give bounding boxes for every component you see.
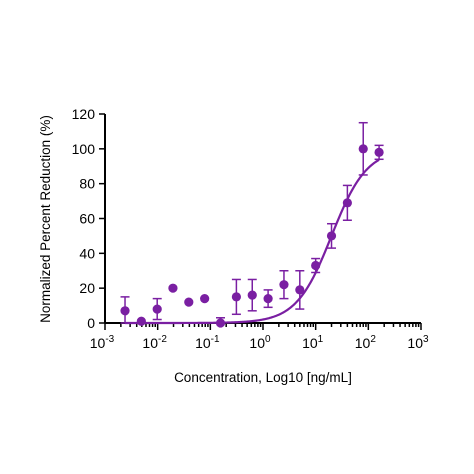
y-tick-label: 0 bbox=[87, 315, 95, 331]
x-axis: 10-3 10-2 10-1 100 101 102 103 bbox=[90, 322, 429, 351]
x-tick-label: 10-1 bbox=[195, 334, 220, 351]
data-point bbox=[215, 318, 226, 328]
x-tick-label: 10-2 bbox=[142, 334, 167, 351]
data-point bbox=[120, 306, 130, 316]
x-axis-title: Concentration, Log10 [ng/mL] bbox=[174, 370, 352, 385]
x-tick-exponent: -1 bbox=[211, 334, 220, 345]
x-tick-base: 10 bbox=[195, 335, 211, 351]
x-tick-exponent: 2 bbox=[370, 334, 376, 345]
x-tick-base: 10 bbox=[302, 335, 318, 351]
fit-curve bbox=[125, 158, 380, 325]
data-points bbox=[120, 144, 384, 328]
data-point bbox=[200, 294, 210, 304]
x-tick-label: 102 bbox=[355, 334, 377, 351]
data-point bbox=[358, 144, 368, 154]
x-tick-exponent: 3 bbox=[423, 334, 429, 345]
data-point bbox=[231, 292, 241, 302]
x-tick-exponent: -2 bbox=[158, 334, 167, 345]
x-tick-base: 10 bbox=[142, 335, 158, 351]
x-tick-label: 100 bbox=[249, 334, 271, 351]
x-tick-base: 10 bbox=[249, 335, 265, 351]
x-tick-exponent: 0 bbox=[265, 334, 271, 345]
x-tick-label: 101 bbox=[302, 334, 324, 351]
x-tick-base: 10 bbox=[355, 335, 371, 351]
x-tick-base: 10 bbox=[407, 335, 423, 351]
data-point bbox=[263, 294, 273, 304]
x-tick-label: 10-3 bbox=[90, 334, 115, 351]
data-point bbox=[374, 147, 384, 157]
x-ticks: 10-3 10-2 10-1 100 101 102 103 bbox=[90, 323, 429, 351]
y-ticks: 0 20 40 60 80 100 120 bbox=[72, 106, 105, 331]
data-point bbox=[247, 290, 257, 300]
data-point bbox=[184, 297, 194, 307]
y-tick-label: 40 bbox=[79, 245, 95, 261]
y-tick-label: 100 bbox=[72, 141, 96, 157]
y-tick-label: 80 bbox=[79, 176, 95, 192]
data-point bbox=[152, 304, 162, 314]
data-point bbox=[342, 198, 352, 208]
data-point bbox=[279, 280, 289, 290]
data-point bbox=[326, 231, 337, 241]
y-tick-label: 60 bbox=[79, 211, 95, 227]
data-point bbox=[136, 316, 146, 326]
y-axis: 0 20 40 60 80 100 120 bbox=[72, 106, 106, 331]
y-axis-title: Normalized Percent Reduction (%) bbox=[38, 115, 53, 323]
data-point bbox=[168, 283, 178, 293]
x-tick-exponent: -3 bbox=[105, 334, 114, 345]
y-tick-label: 20 bbox=[79, 280, 95, 296]
x-tick-label: 103 bbox=[407, 334, 429, 351]
data-point bbox=[295, 285, 305, 295]
data-point bbox=[311, 260, 321, 271]
x-tick-exponent: 1 bbox=[318, 334, 324, 345]
y-tick-label: 120 bbox=[72, 106, 96, 122]
x-tick-base: 10 bbox=[90, 335, 106, 351]
